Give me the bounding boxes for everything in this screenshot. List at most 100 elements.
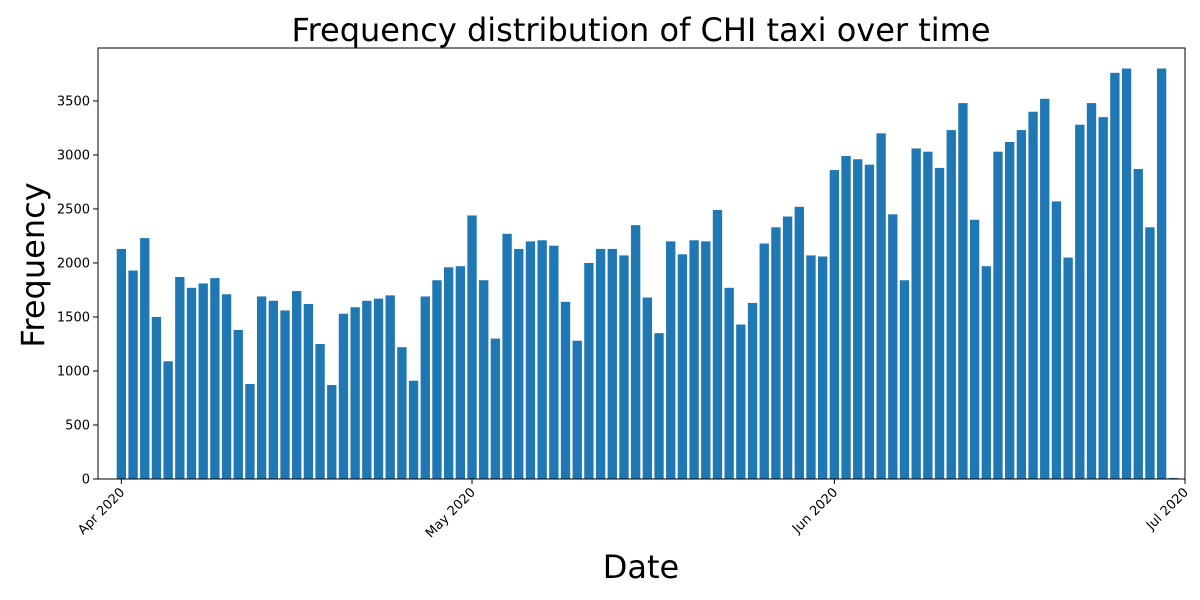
bar bbox=[806, 255, 816, 479]
bar bbox=[186, 287, 197, 479]
bar bbox=[759, 243, 769, 479]
bar bbox=[338, 313, 349, 479]
bar bbox=[619, 255, 629, 479]
bar bbox=[1063, 257, 1073, 479]
bar bbox=[467, 215, 477, 479]
bar bbox=[210, 278, 220, 479]
y-tick-label: 500 bbox=[65, 418, 90, 433]
bar bbox=[981, 266, 991, 479]
bar bbox=[630, 225, 641, 479]
bar bbox=[373, 298, 384, 479]
bar bbox=[549, 245, 559, 479]
bar bbox=[747, 302, 758, 479]
bar bbox=[1005, 141, 1015, 480]
x-tick-label: Apr 2020 bbox=[75, 485, 128, 538]
bar bbox=[245, 383, 255, 479]
bar bbox=[782, 216, 793, 479]
x-tick-label: May 2020 bbox=[423, 485, 479, 541]
bar bbox=[654, 333, 664, 479]
bar bbox=[1145, 227, 1155, 479]
chart-title: Frequency distribution of CHI taxi over … bbox=[291, 11, 990, 49]
bar bbox=[736, 324, 746, 479]
bar bbox=[443, 267, 454, 479]
bar bbox=[455, 266, 466, 479]
bar bbox=[1028, 111, 1038, 479]
bar bbox=[607, 248, 617, 479]
bar bbox=[128, 270, 138, 479]
bar bbox=[502, 233, 512, 479]
y-tick-label: 0 bbox=[82, 473, 90, 488]
bar bbox=[525, 241, 536, 479]
y-tick-label: 3000 bbox=[57, 148, 90, 163]
bar bbox=[151, 316, 162, 479]
bar bbox=[490, 338, 501, 479]
bar bbox=[1086, 103, 1097, 479]
bar bbox=[362, 300, 372, 479]
x-tick-label: Jun 2020 bbox=[789, 485, 841, 537]
bar bbox=[116, 248, 127, 479]
bar bbox=[420, 296, 430, 479]
bar bbox=[841, 156, 851, 479]
bar bbox=[198, 283, 208, 479]
bar bbox=[514, 248, 524, 479]
bar bbox=[712, 210, 723, 479]
bar bbox=[689, 240, 699, 479]
bar bbox=[899, 280, 910, 479]
bar bbox=[724, 287, 734, 479]
bar bbox=[1121, 68, 1132, 480]
y-tick-label: 2500 bbox=[57, 202, 90, 217]
bar bbox=[315, 343, 325, 479]
bar bbox=[1051, 201, 1062, 479]
bar bbox=[1133, 168, 1143, 480]
bar bbox=[853, 159, 863, 479]
y-tick-label: 1000 bbox=[57, 364, 90, 379]
bar bbox=[934, 167, 945, 479]
bar bbox=[432, 280, 442, 479]
bar bbox=[888, 214, 898, 479]
bar bbox=[537, 240, 547, 479]
bar bbox=[385, 295, 395, 479]
bar bbox=[794, 206, 804, 480]
bar bbox=[479, 280, 489, 479]
bar bbox=[397, 347, 407, 479]
y-tick-label: 2000 bbox=[57, 256, 90, 271]
y-axis: 0 500 1000 1500 2000 2500 3000 3500 bbox=[57, 94, 98, 488]
bar bbox=[233, 329, 243, 479]
bar bbox=[876, 133, 886, 479]
x-axis: Apr 2020 May 2020 Jun 2020 Jul 2020 bbox=[75, 479, 1192, 541]
bar bbox=[268, 300, 278, 479]
bar bbox=[642, 297, 653, 479]
bar bbox=[560, 301, 571, 479]
bar bbox=[993, 151, 1003, 479]
bar bbox=[327, 385, 337, 479]
bar bbox=[140, 238, 150, 479]
bar bbox=[350, 307, 360, 479]
bar bbox=[256, 296, 267, 479]
bar bbox=[958, 103, 968, 479]
y-tick-label: 1500 bbox=[57, 310, 90, 325]
bar bbox=[817, 256, 828, 479]
bar bbox=[408, 380, 419, 479]
y-axis-label: Frequency bbox=[14, 182, 52, 347]
bar bbox=[1098, 117, 1108, 479]
bar bbox=[292, 291, 302, 479]
bar bbox=[677, 254, 688, 479]
bar bbox=[595, 248, 606, 479]
bar bbox=[829, 170, 840, 479]
bar bbox=[1075, 124, 1085, 479]
bars-group bbox=[116, 68, 1178, 480]
bar bbox=[1110, 72, 1120, 479]
y-tick-label: 3500 bbox=[57, 94, 90, 109]
bar bbox=[584, 262, 594, 479]
x-axis-label: Date bbox=[603, 548, 679, 586]
bar bbox=[864, 164, 875, 479]
bar bbox=[666, 241, 676, 479]
bar bbox=[221, 294, 232, 479]
bar bbox=[946, 130, 956, 479]
bar bbox=[771, 227, 781, 479]
bar bbox=[701, 241, 711, 479]
bar bbox=[1040, 98, 1050, 480]
bar bbox=[163, 361, 173, 479]
plot-area-frame bbox=[97, 47, 1186, 480]
